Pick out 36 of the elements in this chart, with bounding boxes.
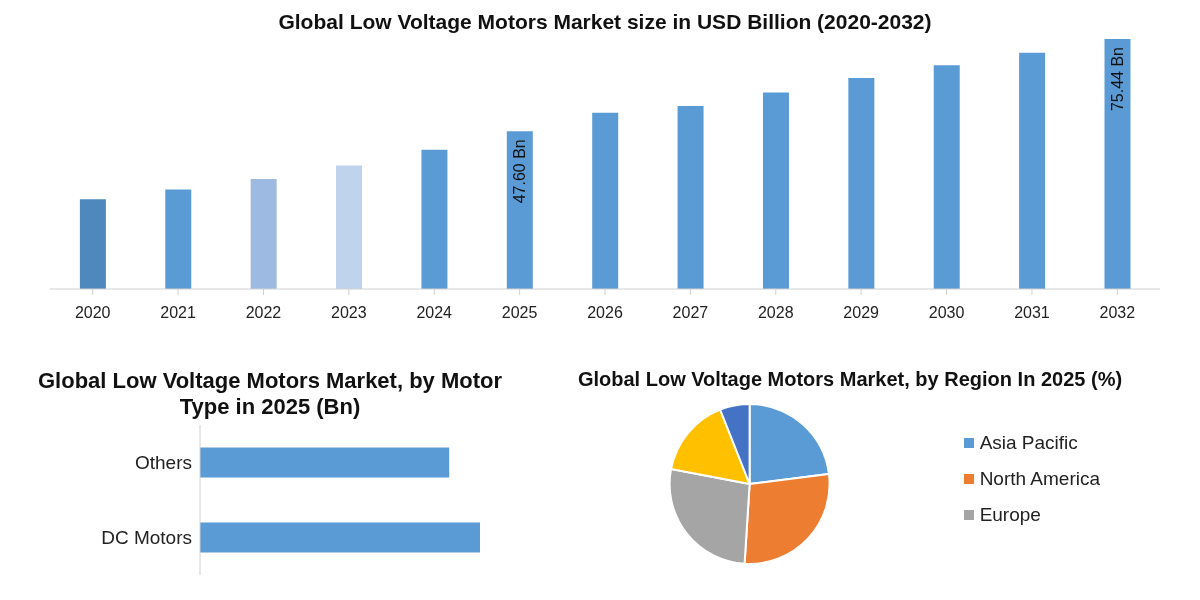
bar (506, 131, 533, 289)
x-tick-label: 2027 (672, 304, 709, 322)
x-tick-label: 2030 (928, 304, 965, 322)
x-tick-label: 2022 (245, 304, 282, 322)
chart-title: Global Low Voltage Motors Market, by Region In 2025 (%) (576, 368, 1124, 391)
bar (762, 92, 789, 289)
legend-label: North America (979, 467, 1100, 491)
x-tick-label: 2020 (74, 304, 111, 322)
bar (250, 178, 277, 289)
chart-title: Global Low Voltage Motors Market, by Motor Type in 2025 (Bn) (36, 368, 504, 420)
chart-title: Global Low Voltage Motors Market size in USD Billion (2020-2032) (277, 10, 933, 34)
bar (933, 65, 960, 289)
x-tick-label: 2026 (587, 304, 623, 322)
y-tick-label: DC Motors (101, 527, 192, 549)
x-tick-label: 2032 (1099, 304, 1136, 322)
x-tick-label: 2029 (843, 304, 880, 322)
x-tick-label: 2021 (160, 304, 196, 322)
x-tick-label: 2031 (1014, 304, 1050, 322)
x-tick-label: 2024 (416, 304, 453, 322)
bar (421, 149, 448, 289)
bar (165, 189, 192, 289)
bar (79, 199, 106, 289)
bar (336, 165, 363, 289)
data-label: 75.44 Bn (1109, 47, 1126, 112)
data-label: 47.60 Bn (511, 139, 529, 204)
y-tick-label: Others (134, 452, 192, 474)
bar (848, 77, 875, 289)
x-tick-label: 2028 (757, 304, 794, 322)
legend-label: Asia Pacific (979, 431, 1078, 455)
bar (592, 112, 619, 289)
bar (677, 106, 704, 289)
x-tick-label: 2025 (501, 304, 538, 322)
x-tick-label: 2023 (331, 304, 367, 322)
bar (1104, 39, 1131, 289)
bar (1019, 52, 1046, 289)
legend-label: Europe (979, 503, 1041, 527)
